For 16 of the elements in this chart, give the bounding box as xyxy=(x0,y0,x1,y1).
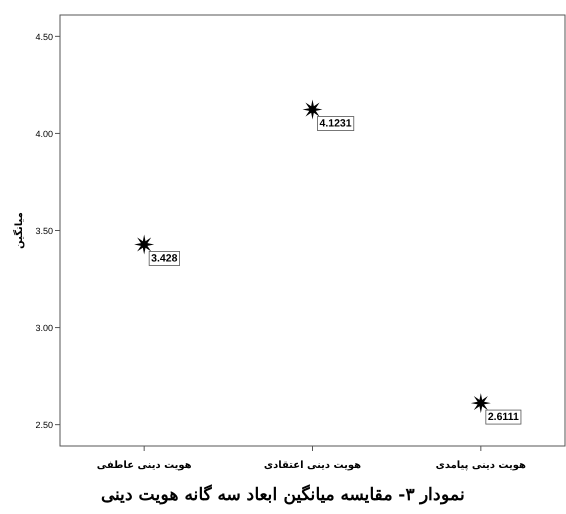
y-tick-label: 4.00 xyxy=(35,128,53,139)
point xyxy=(134,234,154,254)
x-tick-label: هویت دینی اعتقادی xyxy=(264,460,362,471)
text: نمودار ۳- مقایسه میانگین ابعاد سه گانه هویت دینی xyxy=(100,484,466,505)
x-tick-label: هویت دینی پیامدی xyxy=(436,460,526,471)
y-tick-label: 3.00 xyxy=(35,323,53,334)
y-tick-label: 3.50 xyxy=(35,226,53,236)
y-tick-label: 2.50 xyxy=(35,420,53,430)
data-label: 4.1231 xyxy=(320,118,352,130)
y-axis-title: میانگین xyxy=(12,212,25,249)
y-tick-label: 4.50 xyxy=(35,32,53,42)
x-tick-label: هویت دینی عاطفی xyxy=(96,460,192,471)
point xyxy=(470,393,491,414)
data-label: 3.428 xyxy=(151,252,178,264)
data-label: 2.6111 xyxy=(488,411,519,424)
point xyxy=(302,100,322,120)
